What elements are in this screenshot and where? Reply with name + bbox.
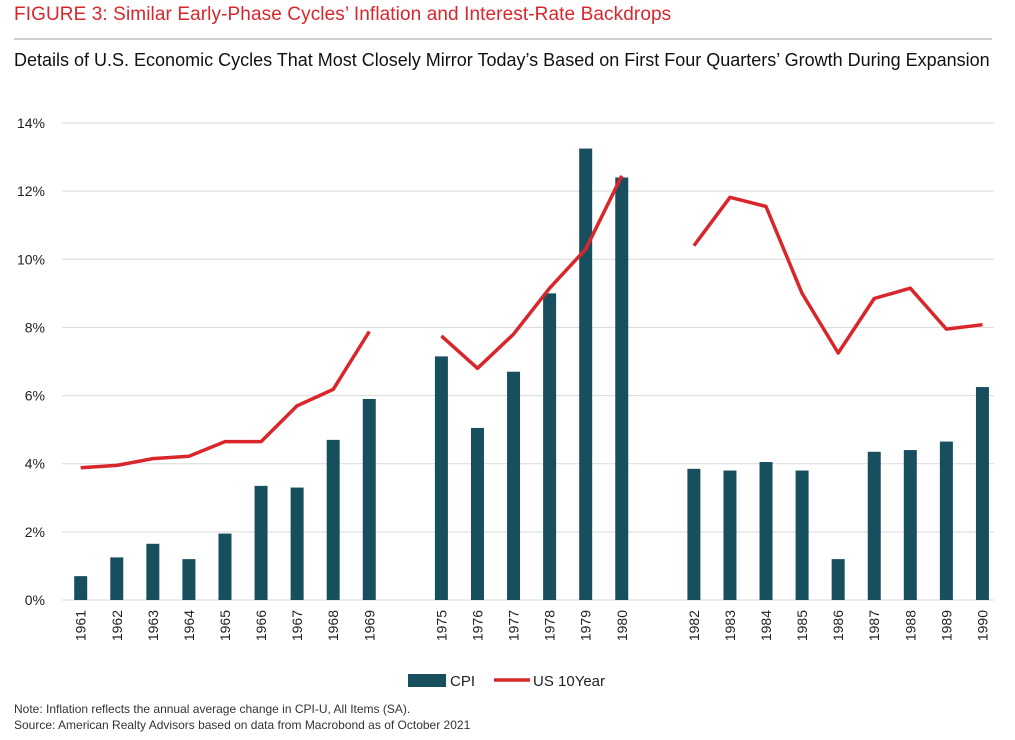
us10-lines — [80, 175, 983, 470]
y-tick-label: 6% — [25, 388, 45, 404]
legend: CPI US 10Year — [408, 673, 605, 690]
cpi-bar — [903, 450, 917, 600]
chart-subtitle: Details of U.S. Economic Cycles That Mos… — [14, 50, 990, 70]
x-tick-label: 1967 — [289, 610, 305, 641]
cpi-bar — [867, 451, 881, 600]
cpi-bar — [434, 356, 448, 600]
x-tick-label: 1985 — [794, 610, 810, 641]
cpi-bar — [687, 468, 701, 600]
cpi-bar — [470, 427, 484, 600]
legend-us10-label: US 10Year — [533, 673, 605, 690]
cpi-bar — [74, 576, 88, 600]
x-tick-label: 1988 — [902, 610, 918, 641]
cpi-bar — [326, 439, 340, 600]
cpi-bar — [362, 398, 376, 600]
x-tick-label: 1987 — [866, 610, 882, 641]
cpi-bar — [831, 559, 845, 600]
x-tick-label: 1989 — [938, 610, 954, 641]
x-tick-label: 1964 — [181, 610, 197, 641]
cpi-bars — [74, 148, 989, 600]
x-tick-label: 1962 — [109, 610, 125, 641]
x-tick-label: 1969 — [361, 610, 377, 641]
legend-cpi-swatch — [408, 674, 446, 687]
x-tick-label: 1980 — [614, 610, 630, 641]
cpi-bar — [254, 485, 268, 600]
x-tick-label: 1975 — [433, 610, 449, 641]
x-tick-label: 1976 — [469, 610, 485, 641]
gridlines — [62, 122, 994, 601]
x-tick-label: 1990 — [974, 610, 990, 641]
cpi-bar — [290, 487, 304, 600]
footnote-note: Note: Inflation reflects the annual aver… — [14, 702, 411, 716]
y-tick-label: 10% — [17, 251, 45, 267]
us10-line-segment — [440, 175, 624, 371]
y-tick-label: 0% — [25, 592, 45, 608]
y-tick-label: 8% — [25, 319, 45, 335]
x-tick-label: 1979 — [578, 610, 594, 641]
x-tick-label: 1978 — [542, 610, 558, 641]
cpi-bar — [795, 470, 809, 600]
cpi-bar — [759, 462, 773, 600]
us10-line-segment — [692, 195, 983, 355]
cpi-bar — [543, 293, 557, 600]
y-tick-label: 2% — [25, 524, 45, 540]
us10-line-segment — [80, 330, 371, 470]
x-tick-label: 1982 — [686, 610, 702, 641]
x-tick-label: 1965 — [217, 610, 233, 641]
cpi-bar — [182, 559, 196, 600]
cpi-bar — [507, 371, 521, 600]
x-tick-label: 1984 — [758, 610, 774, 641]
x-tick-label: 1977 — [506, 610, 522, 641]
footnote-source: Source: American Realty Advisors based o… — [14, 718, 471, 732]
y-tick-label: 4% — [25, 456, 45, 472]
x-tick-label: 1961 — [73, 610, 89, 641]
cpi-bar — [579, 148, 593, 600]
x-tick-label: 1983 — [722, 610, 738, 641]
x-tick-label: 1966 — [253, 610, 269, 641]
cpi-bar — [939, 441, 953, 600]
y-tick-label: 14% — [17, 115, 45, 131]
cpi-bar — [723, 470, 737, 600]
figure-title: FIGURE 3: Similar Early-Phase Cycles’ In… — [14, 4, 672, 25]
legend-cpi-label: CPI — [450, 673, 475, 690]
chart: 0% 2% 4% 6% 8% 10% 12% 14% 1961 1962 1963 1964 1965… — [17, 115, 994, 690]
cpi-bar — [975, 387, 989, 600]
cpi-bar — [615, 177, 629, 600]
y-tick-label: 12% — [17, 183, 45, 199]
cpi-bar — [146, 543, 160, 600]
title-divider — [14, 38, 992, 40]
cpi-bar — [110, 557, 124, 600]
x-tick-label: 1963 — [145, 610, 161, 641]
cpi-bar — [218, 533, 232, 600]
x-axis-ticks: 1961 1962 1963 1964 1965 1966 1967 1968 1969 1975… — [73, 610, 991, 641]
x-tick-label: 1968 — [325, 610, 341, 641]
x-tick-label: 1986 — [830, 610, 846, 641]
y-axis-ticks: 0% 2% 4% 6% 8% 10% 12% 14% — [17, 115, 45, 608]
